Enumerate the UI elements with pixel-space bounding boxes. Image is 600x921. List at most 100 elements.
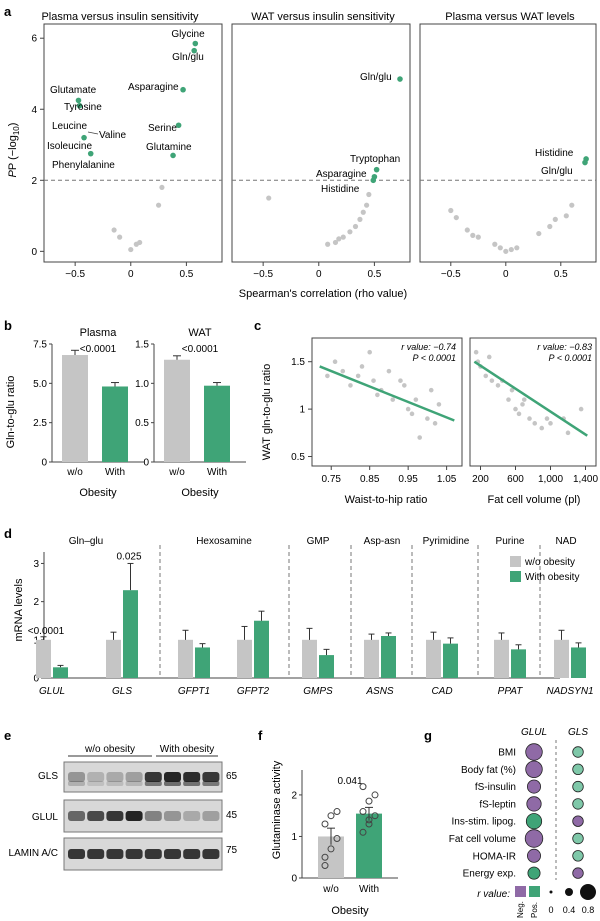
- f-point-1-3: [359, 808, 367, 816]
- d-ytick-label-2: 2: [33, 597, 39, 608]
- blot-band-2-0: [68, 849, 85, 859]
- label-tyrosine: Tyrosine: [64, 102, 102, 113]
- c2-point-15: [539, 425, 545, 431]
- d-gene-label-6: CAD: [431, 686, 452, 697]
- c1-point-15: [417, 435, 422, 440]
- legend-wo-swatch: [510, 556, 521, 567]
- blot-band-0-3: [125, 772, 143, 782]
- b2-ytick-label-0: 0: [143, 458, 149, 469]
- panel-a3-title: Plasma versus WAT levels: [445, 11, 575, 23]
- label-isoleucine: Isoleucine: [47, 141, 92, 152]
- blot-band-1-2: [106, 811, 124, 821]
- f-point-0-1: [327, 845, 335, 853]
- blot-strip-1: [63, 799, 223, 833]
- b2-cat-0: w/o: [168, 467, 185, 478]
- d-bar-GLUL-with: [53, 667, 68, 678]
- d-bar-ASNS-wo: [364, 639, 379, 678]
- f-ytick-label-1: 1: [291, 832, 297, 843]
- d-group-label-6: NAD: [555, 536, 576, 547]
- panel-a3-frame: [419, 23, 597, 263]
- label-valine: Valine: [99, 130, 126, 141]
- label-histidine-a3: Histidine: [535, 148, 574, 159]
- label-gln-glu-a3: Gln/glu: [541, 166, 573, 177]
- blot-band2-0-3: [125, 781, 143, 786]
- blot-band2-0-7: [202, 781, 220, 786]
- panel-a1-title: Plasma versus insulin sensitivity: [41, 11, 199, 23]
- d-ytick-label-3: 3: [33, 559, 39, 570]
- d-group-label-5: Purine: [496, 536, 525, 547]
- blot-band-0-0: [68, 772, 85, 782]
- c1-point-6: [367, 349, 372, 355]
- b1-bar-0: [62, 355, 88, 462]
- b1-ytick-label-0: 0: [41, 458, 47, 469]
- panel-f-pval: 0.041: [337, 776, 362, 787]
- g-dot-glul-6: [527, 848, 542, 863]
- d-bar-PPAT-with: [511, 649, 526, 678]
- d-bar-GFPT1-with: [195, 647, 210, 678]
- a1-xtick-label-0: −0.5: [65, 269, 85, 280]
- c2-xtick-label-1: 600: [507, 474, 524, 485]
- g-dot-glul-3: [526, 796, 542, 812]
- panel-b2-title: WAT: [188, 327, 211, 339]
- c2-xtick-label-3: 1,400: [573, 474, 598, 485]
- legend-size-04-label: 0.4: [563, 905, 576, 915]
- a3-grey-point-14: [569, 202, 575, 208]
- c-ytick-label-2: 1.5: [291, 357, 305, 368]
- blot-band-0-4: [144, 772, 162, 782]
- d-bar-NADSYN1-with: [571, 647, 586, 678]
- a2-grey-point-0: [266, 195, 272, 201]
- a1-sig-point-6: [175, 122, 182, 129]
- c2-xtick-label-2: 1,000: [538, 474, 563, 485]
- b2-ytick-label-1: 0.5: [135, 418, 149, 429]
- c1-regression-line: [319, 365, 455, 422]
- panel-b2-pval: <0.0001: [182, 344, 219, 355]
- blot-band2-0-0: [68, 781, 85, 786]
- f-point-1-7: [365, 816, 373, 824]
- panel-b1-xlabel: Obesity: [79, 487, 117, 499]
- a2-sig-point-0: [397, 76, 403, 82]
- d-group-label-4: Pyrimidine: [423, 536, 470, 547]
- panel-g-dots: BMI Body fat (%) fS-insulin fS-leptin Ins-st…: [449, 743, 584, 880]
- a1-grey-point-1: [155, 202, 162, 208]
- d-gene-label-3: GFPT2: [237, 686, 270, 697]
- a1-grey-point-5: [137, 239, 143, 246]
- c2-point-20: [578, 406, 584, 412]
- c1-point-2: [340, 368, 346, 374]
- a2-grey-point-2: [364, 202, 370, 208]
- c1-point-1: [332, 359, 338, 365]
- c1-point-17: [428, 387, 434, 393]
- g-dot-glul-4: [525, 813, 543, 830]
- a2-grey-point-1: [366, 191, 372, 198]
- c1-point-10: [390, 397, 396, 402]
- a1-sig-point-7: [87, 150, 94, 157]
- g-row-label-4: Ins-stim. lipog.: [452, 817, 516, 828]
- blot-band-2-7: [202, 849, 220, 859]
- g-dot-glul-0: [525, 743, 543, 761]
- panel-a-points: [75, 40, 589, 254]
- f-point-1-0: [359, 828, 367, 836]
- panel-b1-title: Plasma: [80, 327, 118, 339]
- b1-cat-0: w/o: [66, 467, 83, 478]
- legend-size-04: [565, 888, 573, 896]
- f-point-0-5: [333, 808, 341, 816]
- d-bar-GFPT2-wo: [237, 639, 252, 678]
- label-asparagine-a2: Asparagine: [316, 169, 367, 180]
- g-dot-gls-7: [572, 867, 584, 879]
- blot-kda-lamin: 75: [226, 845, 238, 856]
- panel-c: c WAT gln-to-glu ratio r value: −0.74 P …: [254, 318, 598, 506]
- d-ytick-label-0: 0: [33, 674, 39, 685]
- d-bar-GLS-with: [123, 590, 138, 678]
- legend-size-0-label: 0: [548, 905, 553, 915]
- g-dot-gls-4: [572, 815, 584, 827]
- c1-xtick-label-1: 0.85: [360, 474, 380, 485]
- d-bar-GLUL-wo: [36, 639, 51, 678]
- a2-xtick-label-0: −0.5: [253, 269, 273, 280]
- panel-b-plots: 0 2.5 5.0 7.5 w/o With 0 0.5 1.0 1.5 w/o With: [33, 340, 246, 478]
- blot-band-0-1: [87, 772, 105, 782]
- legend-size-08: [580, 884, 596, 900]
- b2-bar-0: [164, 359, 190, 462]
- a3-grey-point-2: [464, 227, 470, 233]
- blot-band2-0-2: [106, 781, 124, 786]
- c2-point-4: [486, 354, 492, 360]
- f-point-1-2: [371, 812, 379, 820]
